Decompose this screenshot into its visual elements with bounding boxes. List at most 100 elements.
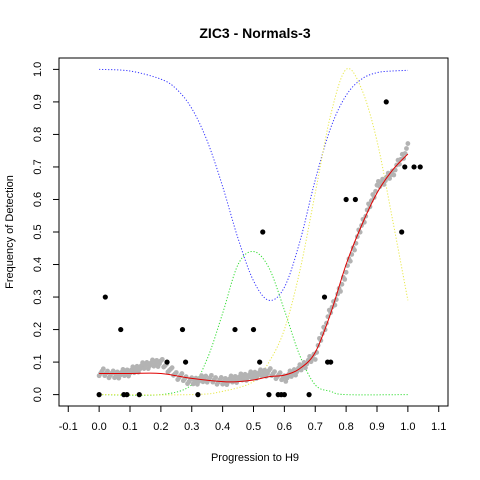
x-axis: -0.1 0.0 0.1 0.2 0.3 0.4 0.5 0.6 0.7 0.8 0.9 1.0 1.1 [59,405,446,433]
smoothed-point [391,172,397,178]
smoothed-point [209,372,214,378]
y-tick-label: 0.7 [32,159,44,174]
smoothed-point [262,367,268,373]
x-tick-label: 0.7 [308,421,323,433]
data-point [281,392,287,398]
smoothed-point [252,369,258,375]
smoothed-point [144,360,150,365]
x-tick-label: 0.3 [184,421,199,433]
data-point [250,326,257,333]
smoothed-point [179,371,185,376]
smoothed-point [150,357,155,363]
smoothed-point [199,373,204,379]
smoothed-point [183,374,189,380]
smoothed-point [223,376,228,381]
data-point [195,392,201,398]
data-point [136,392,142,398]
smoothed-point [343,269,349,275]
smoothed-point [154,357,160,363]
data-point [328,359,334,365]
smoothed-point [218,375,224,380]
smoothed-point [338,288,343,294]
smoothed-point [228,373,234,379]
smoothed-point [347,258,353,264]
smoothed-point [277,370,283,376]
fit-line [99,153,409,383]
smoothed-point [213,375,219,380]
data-point [124,392,130,398]
data-point [164,359,170,365]
data-point [417,164,423,170]
smoothed-point [110,368,116,374]
y-axis: 0.0 0.1 0.2 0.3 0.4 0.5 0.6 0.7 0.8 0.9 1.0 [32,62,60,402]
smoothed-point [272,369,277,375]
smoothed-point [352,247,357,253]
smoothed-point [312,357,318,362]
data-point [232,326,238,333]
x-tick-label: 0.2 [153,421,168,433]
blue-dotted-curve [99,68,408,301]
smoothed-point [387,176,393,181]
y-tick-label: 0.1 [32,354,44,369]
y-tick-label: 0.3 [32,289,44,304]
data-point [402,164,408,170]
smoothed-point [248,369,254,375]
smoothed-trace [96,141,411,388]
data-point [266,392,272,398]
y-axis-label: Frequency of Detection [4,175,16,289]
y-tick-label: 0.2 [32,322,44,337]
series-layer [96,67,423,398]
y-tick-label: 0.5 [32,224,44,239]
smoothed-point [303,365,308,371]
data-point [257,359,263,365]
data-point [96,392,102,398]
y-tick-label: 0.0 [32,387,44,402]
smoothed-point [124,367,130,373]
data-point [383,99,389,105]
smoothed-point [120,367,126,372]
x-tick-label: 0.0 [91,421,106,433]
x-tick-label: 0.6 [277,421,292,433]
data-points [96,99,423,398]
data-point [179,326,186,333]
x-tick-label: 1.1 [431,421,446,433]
data-point [411,164,417,170]
smoothed-point [169,365,175,371]
data-point [102,294,108,300]
smoothed-point [342,276,348,282]
smoothed-point [238,371,244,377]
data-point [260,229,266,235]
smoothed-point [100,366,106,372]
yellow-dotted-curve [99,67,409,396]
y-tick-label: 0.6 [32,192,44,207]
data-point [306,392,312,398]
x-tick-label: 0.4 [215,421,230,433]
chart-title: ZIC3 - Normals-3 [199,25,310,41]
data-point [352,196,358,203]
y-tick-label: 0.8 [32,127,44,142]
plot-frame [58,57,449,407]
smoothed-point [203,373,209,379]
smoothed-point [159,356,165,362]
smoothed-point [402,151,408,156]
smoothed-point [242,371,248,377]
x-tick-label: 1.0 [400,421,415,433]
smoothed-point [173,370,179,375]
smoothed-point [339,281,345,287]
data-point [321,294,328,300]
smoothed-point [258,367,263,373]
smoothed-point [304,361,310,367]
smoothed-point [267,366,273,371]
x-tick-label: -0.1 [59,421,78,433]
smoothed-point [232,373,238,379]
data-point [118,326,124,333]
data-point [182,359,189,365]
x-tick-label: 0.5 [246,421,261,433]
x-axis-label: Progression to H9 [211,452,299,464]
y-tick-label: 1.0 [32,62,44,77]
x-tick-label: 0.1 [122,421,137,433]
y-tick-label: 0.4 [32,257,44,272]
smoothed-point [405,141,411,146]
data-point [343,196,349,203]
